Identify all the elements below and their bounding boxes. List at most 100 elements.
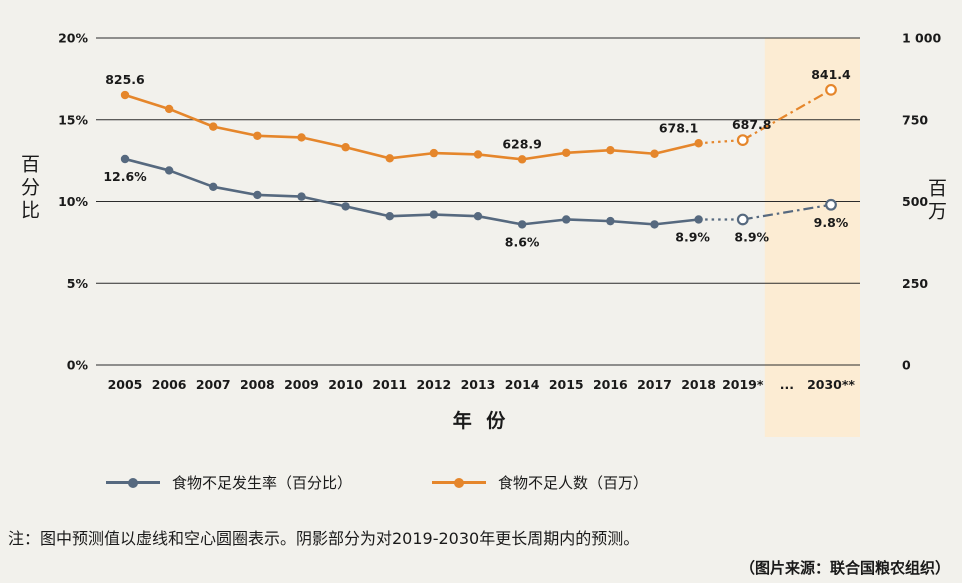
legend: 食物不足发生率（百分比） 食物不足人数（百万） — [0, 452, 962, 493]
data-point — [164, 166, 174, 175]
data-point — [253, 190, 262, 200]
series-segment-1 — [566, 148, 611, 155]
x-axis-tick: 2007 — [196, 377, 231, 392]
series-segment-1 — [433, 151, 479, 156]
x-axis-tick: 2018 — [681, 377, 716, 392]
right-axis-tick: 250 — [902, 276, 928, 291]
series-segment-0 — [477, 214, 523, 226]
x-axis-tick: 2005 — [108, 377, 143, 392]
series-segment-1 — [742, 88, 832, 142]
data-point — [606, 145, 615, 155]
projection-point — [825, 198, 837, 211]
x-axis-tick: 2011 — [372, 377, 407, 392]
right-axis-title: 百万 — [925, 178, 947, 224]
data-point — [562, 215, 571, 224]
legend-item-0: 食物不足发生率（百分比） — [106, 472, 352, 493]
x-axis-tick: 2030** — [807, 377, 855, 392]
series-segment-0 — [301, 195, 346, 208]
legend-marker — [106, 477, 160, 489]
data-point — [473, 150, 483, 159]
series-segment-1 — [257, 134, 302, 139]
data-label: 687.8 — [732, 117, 772, 132]
x-axis-tick: 2019* — [722, 377, 764, 392]
series-segment-0 — [566, 218, 611, 223]
x-axis-tick: 2015 — [549, 377, 584, 392]
data-point — [120, 154, 130, 164]
x-axis-tick: 2014 — [505, 377, 540, 392]
series-segment-1 — [212, 125, 258, 138]
left-axis-tick: 15% — [58, 112, 88, 127]
left-axis-tick: 20% — [58, 31, 88, 46]
source-credit: （图片来源：联合国粮农组织） — [739, 559, 950, 577]
legend-marker — [432, 477, 487, 489]
legend-label: 食物不足发生率（百分比） — [172, 474, 353, 492]
data-point — [517, 155, 527, 164]
x-axis-tick: ... — [780, 377, 794, 392]
legend-dot-icon — [128, 477, 138, 488]
series-segment-1 — [654, 141, 699, 156]
left-axis-tick: 10% — [58, 194, 88, 209]
series-segment-0 — [610, 219, 655, 226]
data-label: 678.1 — [659, 120, 699, 135]
series-segment-1 — [168, 107, 214, 128]
data-label: 9.8% — [814, 215, 849, 230]
right-axis-tick: 500 — [902, 194, 928, 209]
series-segment-0 — [433, 213, 479, 218]
x-axis-title: 年 份 — [452, 410, 510, 432]
data-point — [209, 182, 218, 191]
legend-label: 食物不足人数（百万） — [498, 474, 649, 492]
data-point — [120, 90, 130, 100]
chart-area: 百分比 百万 0% 5% 10% 15% 20% 0 250 500 750 1 000 2005 2… — [18, 31, 947, 437]
x-axis-tick: 2008 — [240, 377, 275, 392]
series-segment-1 — [345, 145, 391, 160]
line-chart-svg: 0% 5% 10% 15% 20% 0 250 500 750 1 000 2005 2006 2007… — [58, 31, 941, 437]
x-axis-tick: 2009 — [284, 377, 319, 392]
legend-item-1: 食物不足人数（百万） — [432, 472, 648, 493]
x-axis-tick: 2006 — [152, 377, 187, 392]
data-label: 841.4 — [811, 67, 851, 82]
footnote: 注：图中预测值以虚线和空心圆圈表示。阴影部分为对2019-2030年更长周期内的… — [8, 529, 640, 548]
series-segment-0 — [124, 157, 170, 172]
series-segment-1 — [610, 148, 655, 156]
series-segment-0 — [213, 185, 258, 197]
projection-point — [736, 134, 749, 146]
data-label: 628.9 — [502, 136, 542, 151]
data-label: 8.9% — [734, 229, 769, 244]
data-label: 12.6% — [103, 169, 147, 184]
projection-point — [736, 213, 749, 226]
data-point — [429, 210, 439, 219]
data-label: 8.9% — [675, 229, 710, 244]
x-axis-tick: 2017 — [637, 377, 672, 392]
right-axis-tick: 1 000 — [902, 31, 941, 46]
data-point — [209, 122, 218, 131]
data-label: 8.6% — [505, 234, 540, 249]
right-axis-tick: 750 — [902, 112, 928, 127]
legend-dot-icon — [454, 477, 465, 488]
series-segment-1 — [124, 93, 170, 111]
data-point — [385, 154, 394, 163]
data-point — [297, 133, 306, 142]
data-point — [164, 104, 174, 114]
series-segment-0 — [257, 193, 302, 198]
data-point — [694, 215, 703, 224]
x-axis-tick: 2012 — [416, 377, 451, 392]
data-point — [562, 148, 571, 157]
projection-shade — [764, 38, 860, 437]
data-point — [429, 148, 439, 158]
series-segment-0 — [742, 203, 832, 221]
data-point — [517, 220, 527, 229]
data-point — [253, 131, 262, 140]
series-segment-1 — [301, 136, 346, 149]
x-axis-tick: 2010 — [328, 377, 363, 392]
series-segment-0 — [521, 218, 567, 226]
series-segment-0 — [168, 169, 214, 189]
x-axis-tick: 2016 — [593, 377, 628, 392]
data-point — [650, 220, 659, 229]
data-point — [341, 143, 350, 152]
left-axis-title: 百分比 — [18, 154, 40, 223]
data-point — [297, 192, 306, 201]
data-point — [473, 212, 483, 221]
data-point — [385, 212, 394, 221]
series-segment-0 — [345, 205, 391, 218]
data-point — [694, 139, 703, 148]
